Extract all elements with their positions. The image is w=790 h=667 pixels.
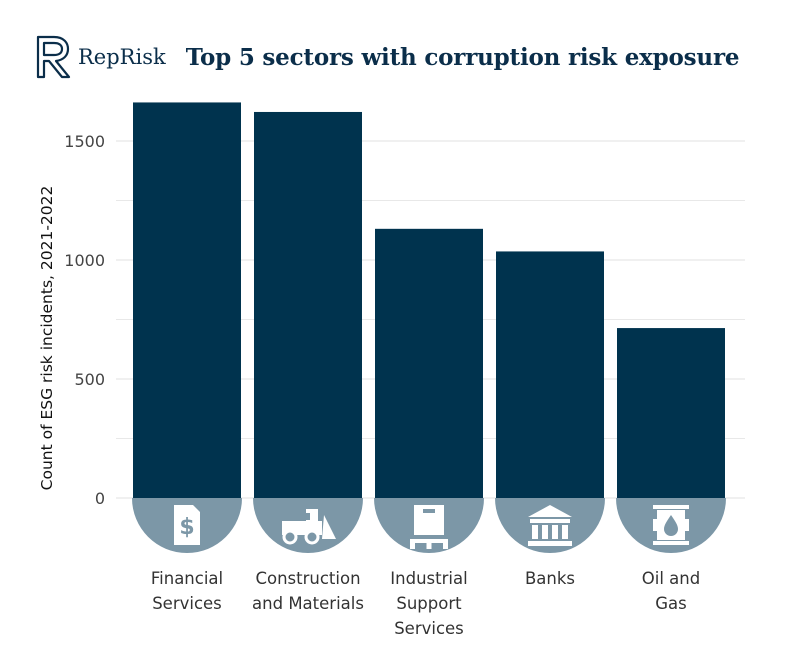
oil-barrel-icon xyxy=(653,505,689,545)
bar xyxy=(133,102,241,498)
category-icon-badge xyxy=(253,498,363,553)
bar xyxy=(254,111,362,499)
y-tick-label: 0 xyxy=(95,489,105,508)
x-category-label: Oil and Gas xyxy=(642,569,700,613)
y-tick-label: 1500 xyxy=(64,132,105,151)
category-icon-badge xyxy=(495,498,605,553)
brand-name: RepRisk xyxy=(78,45,166,69)
document-dollar-icon: $ xyxy=(174,505,200,545)
y-axis-label: Count of ESG risk incidents, 2021-2022 xyxy=(38,186,56,491)
x-category-label: Construction and Materials xyxy=(252,569,364,613)
chart-header: RepRisk Top 5 sectors with corruption ri… xyxy=(34,34,740,80)
category-icon-badge xyxy=(616,498,726,553)
svg-text:$: $ xyxy=(179,515,194,540)
chart-title: Top 5 sectors with corruption risk expos… xyxy=(185,43,740,71)
category-icon-badge: $ xyxy=(132,498,242,553)
bar xyxy=(375,228,483,498)
category-icon-badge xyxy=(374,498,484,553)
x-category-label: Industrial Support Services xyxy=(390,569,467,638)
x-category-label: Banks xyxy=(525,569,575,588)
reprisk-logo-icon xyxy=(36,35,71,79)
y-tick-label: 1000 xyxy=(64,251,105,270)
y-tick-label: 500 xyxy=(74,370,105,389)
bar xyxy=(617,328,725,498)
x-category-label: Financial Services xyxy=(151,569,223,613)
bulldozer-icon xyxy=(282,509,336,545)
bank-building-icon xyxy=(528,505,572,546)
pallet-box-icon xyxy=(410,505,448,549)
bar xyxy=(496,251,604,498)
